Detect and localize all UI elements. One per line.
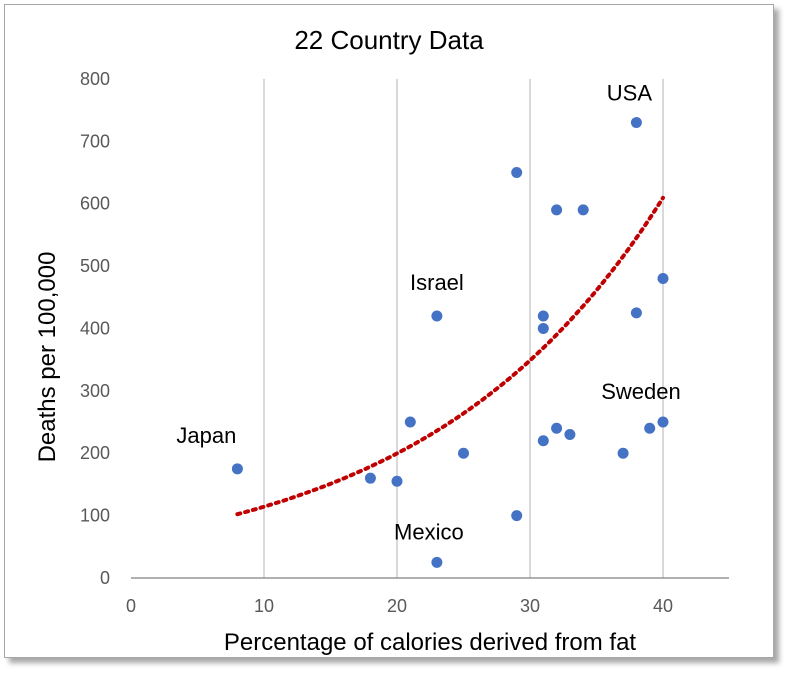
x-tick-label: 0 (126, 596, 136, 616)
y-axis-ticks: 0 100 200 300 400 500 600 700 800 (80, 69, 110, 588)
data-point (231, 463, 243, 475)
x-tick-label: 30 (520, 596, 540, 616)
data-point (577, 204, 589, 216)
data-point (617, 447, 629, 459)
data-point (404, 416, 416, 428)
data-points (231, 117, 669, 568)
chart-frame (4, 4, 774, 658)
data-point (458, 447, 469, 459)
annotation-label: Japan (176, 423, 236, 448)
y-tick-label: 100 (80, 506, 110, 526)
x-tick-label: 40 (653, 596, 673, 616)
data-point (431, 310, 443, 322)
y-tick-label: 800 (80, 69, 110, 89)
annotation-label: USA (607, 81, 653, 106)
data-point (537, 322, 549, 334)
data-point (657, 416, 669, 428)
annotation-label: Israel (410, 270, 464, 295)
data-point (630, 117, 642, 129)
data-point (657, 273, 669, 285)
data-point (644, 422, 656, 434)
gridlines (263, 78, 664, 578)
y-tick-label: 700 (80, 131, 110, 151)
y-tick-label: 300 (80, 381, 110, 401)
y-tick-label: 0 (100, 568, 110, 588)
y-axis-title: Deaths per 100,000 (34, 252, 61, 463)
y-tick-label: 600 (80, 194, 110, 214)
data-point (630, 307, 642, 319)
data-point (511, 166, 523, 178)
annotation-label: Sweden (601, 379, 681, 404)
y-tick-label: 400 (80, 318, 110, 338)
y-tick-label: 200 (80, 443, 110, 463)
data-point (391, 475, 403, 487)
chart-title: 22 Country Data (294, 25, 484, 55)
x-tick-label: 20 (387, 596, 407, 616)
trendline (235, 195, 665, 517)
data-point (364, 472, 376, 484)
x-axis-ticks: 0 10 20 30 40 (126, 596, 673, 616)
data-point (537, 310, 549, 322)
annotation-label: Mexico (394, 519, 464, 544)
point-annotations: USA Israel Japan Sweden Mexico (176, 81, 680, 545)
data-point (511, 510, 523, 522)
x-tick-label: 10 (254, 596, 274, 616)
data-point (551, 204, 563, 216)
data-point (551, 422, 563, 434)
x-axis-title: Percentage of calories derived from fat (224, 629, 637, 656)
data-point (431, 556, 443, 568)
y-tick-label: 500 (80, 256, 110, 276)
data-point (537, 435, 549, 447)
data-point (564, 429, 576, 441)
